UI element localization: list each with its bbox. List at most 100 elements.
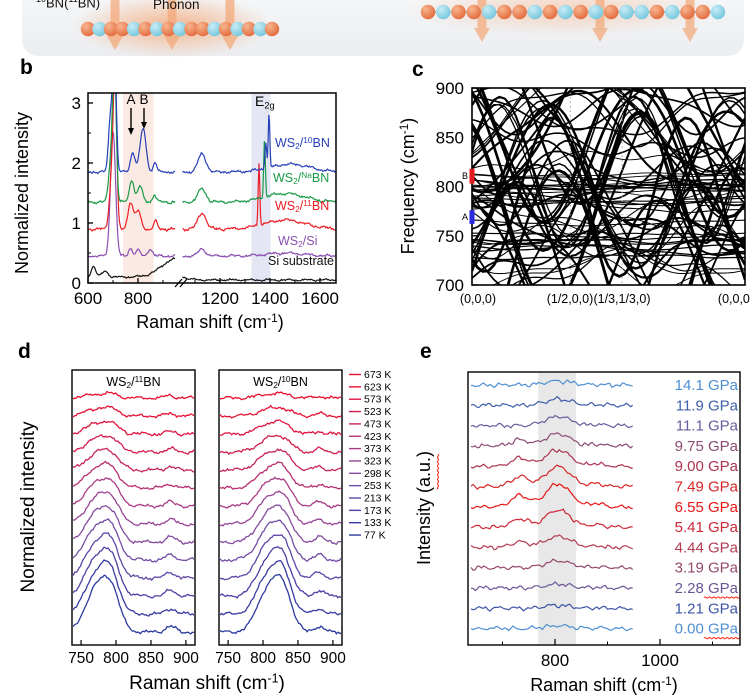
raman-spectra-chart: Si substrate WS2/Si WS2/11BN WS2/NaBN WS2/10… [12,92,339,332]
boron-atom [512,4,527,20]
boron-atom [451,4,466,20]
spectrum-curve [220,545,341,599]
x-tick-label: 1600 [301,289,339,308]
phonon-band [472,139,745,209]
phonon-band [472,199,706,285]
pressure-label: 1.21 GPa [675,600,739,617]
nitrogen-atom [126,21,142,37]
nitrogen-atom [230,21,245,37]
phonon-band [472,88,745,136]
phonon-band [472,254,745,261]
peak-annotation: E2g [255,93,275,110]
nitrogen-atom [172,21,188,37]
spectrum-curve [73,559,194,617]
y-tick-label: 0 [72,274,81,293]
x-tick-label: 750 [68,650,94,667]
nitrogen-atom [149,21,165,37]
boron-atom [80,21,96,37]
panel-letter-c: c [412,58,424,81]
spectrum-curve [220,404,341,419]
nitrogen-atom [436,4,451,20]
boron-atom [649,4,665,20]
spectrum-curve [73,532,194,582]
x-tick-label: (0,0,0) [460,292,496,306]
boron-atom [184,21,199,37]
phonon-band [472,172,745,177]
spectrum-curve [73,447,194,473]
plot-frame [467,371,741,646]
spectrum-curve [73,546,194,599]
pressure-label: 3.19 GPa [675,560,739,577]
x-tick-label: 800 [124,289,152,308]
phonon-band [472,197,745,203]
panel-letter-b: b [20,56,33,79]
phonon-band [472,88,745,128]
nitrogen-atom [634,4,649,20]
legend-label: 298 K [364,468,391,480]
x-tick-label: 1000 [641,651,679,670]
nitrogen-atom [619,4,634,20]
phonon-band [472,88,745,173]
spectrum-curve [88,93,176,175]
phonon-band [472,248,745,275]
boron-atom [195,21,211,37]
phonon-band [472,201,745,207]
phonon-band [472,183,745,234]
y-axis-label: Normalized intensity [18,421,39,593]
subpanel-title: WS2/11BN [106,374,160,390]
phonon-band [492,256,745,285]
phonon-band [472,88,745,207]
y-tick-label: 2 [72,154,81,173]
spectrum-curve [182,276,336,283]
boron-atom [466,4,481,20]
peak-annotation: A [126,92,135,107]
y-tick-label: 1 [72,214,81,233]
phonon-band [472,95,745,249]
spectrum-curve [220,559,341,616]
spectrum-curve [470,534,633,551]
phonon-band [472,245,745,256]
legend-label: 373 K [364,443,391,455]
spellcheck-wavy-underline [703,596,740,599]
pressure-label: 14.1 GPa [675,377,739,394]
y-tick-label: 750 [436,227,464,246]
spectrum-curve [220,504,341,546]
spectrum-curve [73,491,194,527]
boron-atom [241,21,257,37]
pressure-label: 11.1 GPa [676,418,739,435]
spectrum-curve [73,574,194,635]
phonon-band [472,244,745,251]
phonon-band [472,239,745,245]
spectrum-curve [470,508,633,530]
spectrum-curve [220,448,341,472]
boron-atom [161,21,176,37]
spectrum-curve [220,391,341,401]
mode-marker-B [469,168,475,184]
spectrum-curve [73,434,194,455]
x-tick-label: 1400 [251,289,289,308]
legend-label: 323 K [364,455,391,467]
spectrum-curve [220,573,341,635]
spectrum-curve [88,93,176,233]
highlight-band [251,93,271,283]
boron-atom [115,21,130,37]
spectrum-curve [471,379,633,389]
legend-label: 623 K [364,381,391,393]
spectrum-curve [182,140,336,204]
nitrogen-atom [207,21,222,37]
pressure-label: 6.55 GPa [675,499,739,516]
spectrum-curve [220,476,341,509]
spectrum-curve [470,414,633,429]
phonon-band [472,88,745,177]
phonon-band [472,91,745,148]
spectrum-curve [220,419,341,436]
phonon-band [472,118,745,159]
legend-label: 253 K [364,480,391,492]
plot-frame [87,92,337,284]
pressure-label: 2.28 GPa [675,580,739,597]
y-tick-label: 850 [436,128,464,147]
phonon-band [472,192,745,206]
pressure-label: 9.00 GPa [675,458,739,475]
y-tick-label: 3 [72,94,81,113]
spectrum-curve [470,558,634,571]
